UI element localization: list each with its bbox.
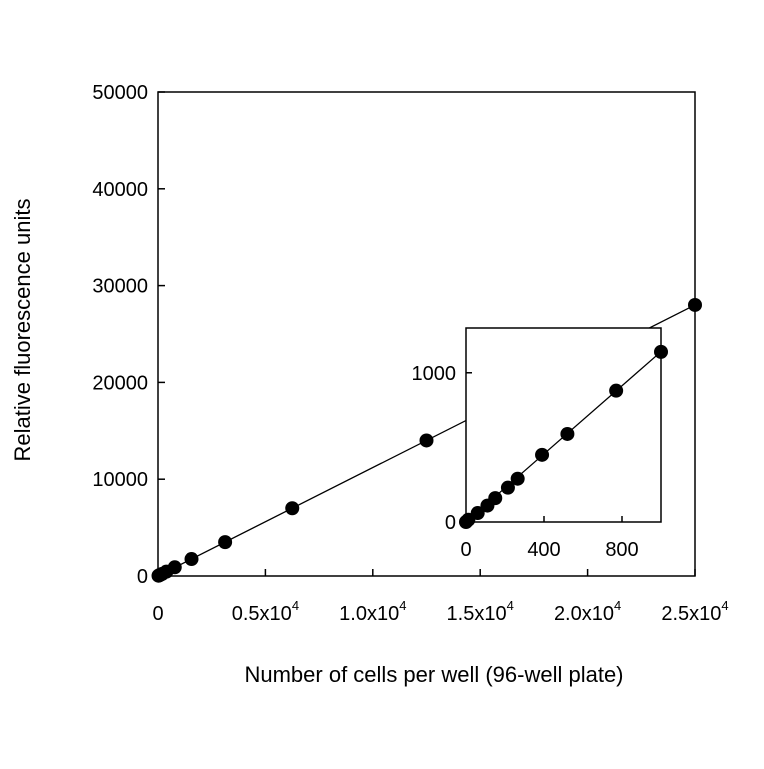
inset-data-point [470, 506, 485, 521]
main-plot: 0 0.5x104 1.0x104 1.5x104 2.0x104 2.5x104 0 10… [10, 82, 729, 687]
inset-x-tick-label: 0 [460, 539, 471, 561]
inset-plot-frame [465, 327, 662, 523]
main-data-point [218, 535, 233, 550]
main-data-points [151, 297, 702, 583]
main-y-axis-ticks: 0 10000 20000 30000 40000 50000 [92, 82, 165, 588]
main-x-tick-label: 2.5x104 [661, 598, 728, 625]
x-axis-label: Number of cells per well (96-well plate) [244, 662, 623, 687]
main-x-tick-label: 0.5x104 [232, 598, 299, 625]
main-x-axis-ticks: 0 0.5x104 1.0x104 1.5x104 2.0x104 2.5x104 [152, 569, 729, 625]
main-y-tick-label: 10000 [92, 469, 148, 491]
main-x-tick-label: 1.0x104 [339, 598, 406, 625]
main-plot-frame [157, 91, 696, 577]
main-data-point [184, 552, 199, 567]
inset-data-points [459, 344, 668, 529]
main-y-tick-label: 50000 [92, 82, 148, 104]
main-data-point [285, 501, 300, 516]
inset-data-point [500, 480, 515, 495]
main-y-tick-label: 40000 [92, 179, 148, 201]
main-data-point [419, 433, 434, 448]
inset-data-point [510, 471, 525, 486]
main-data-point [688, 297, 702, 312]
main-x-tick-label: 0 [152, 603, 163, 625]
inset-data-point [560, 426, 575, 441]
inset-y-tick-label: 1000 [412, 363, 457, 385]
main-x-tick-label: 2.0x104 [554, 598, 621, 625]
inset-y-tick-label: 0 [445, 512, 456, 534]
inset-x-tick-label: 400 [527, 539, 560, 561]
inset-data-point [488, 491, 503, 506]
inset-x-axis-ticks: 0 400 800 [460, 516, 639, 561]
main-data-point [167, 560, 182, 575]
main-y-tick-label: 30000 [92, 276, 148, 298]
inset-plot: 0 400 800 0 1000 [412, 327, 668, 561]
inset-data-point [535, 447, 550, 462]
main-x-tick-label: 1.5x104 [447, 598, 514, 625]
inset-x-tick-label: 800 [605, 539, 638, 561]
inset-data-point [654, 344, 668, 359]
main-y-tick-label: 20000 [92, 372, 148, 394]
main-y-tick-label: 0 [137, 566, 148, 588]
y-axis-label: Relative fluorescence units [10, 199, 35, 462]
inset-data-point [609, 383, 624, 398]
